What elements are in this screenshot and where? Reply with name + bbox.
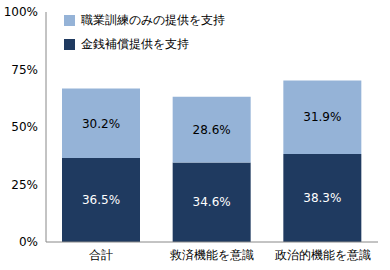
svg-text:25%: 25% xyxy=(11,178,38,192)
svg-text:28.6%: 28.6% xyxy=(193,123,231,137)
html-text:職業訓練のみの提供を支持: 職業訓練のみの提供を支持 xyxy=(81,12,225,27)
svg-text:38.3%: 38.3% xyxy=(303,191,341,205)
svg-text:34.6%: 34.6% xyxy=(193,195,231,209)
html-text:金銭補償提供を支持: 金銭補償提供を支持 xyxy=(81,36,189,51)
svg-text:36.5%: 36.5% xyxy=(82,193,120,207)
svg-text:合計: 合計 xyxy=(89,248,113,262)
svg-text:100%: 100% xyxy=(8,5,38,19)
svg-text:75%: 75% xyxy=(11,63,38,77)
svg-text:救済機能を意識: 救済機能を意識 xyxy=(169,248,254,262)
svg-text:31.9%: 31.9% xyxy=(303,110,341,124)
svg-text:30.2%: 30.2% xyxy=(82,117,120,131)
svg-text:政治的機能を意識: 政治的機能を意識 xyxy=(275,248,371,262)
svg-text:0%: 0% xyxy=(19,235,38,249)
svg-text:50%: 50% xyxy=(11,120,38,134)
